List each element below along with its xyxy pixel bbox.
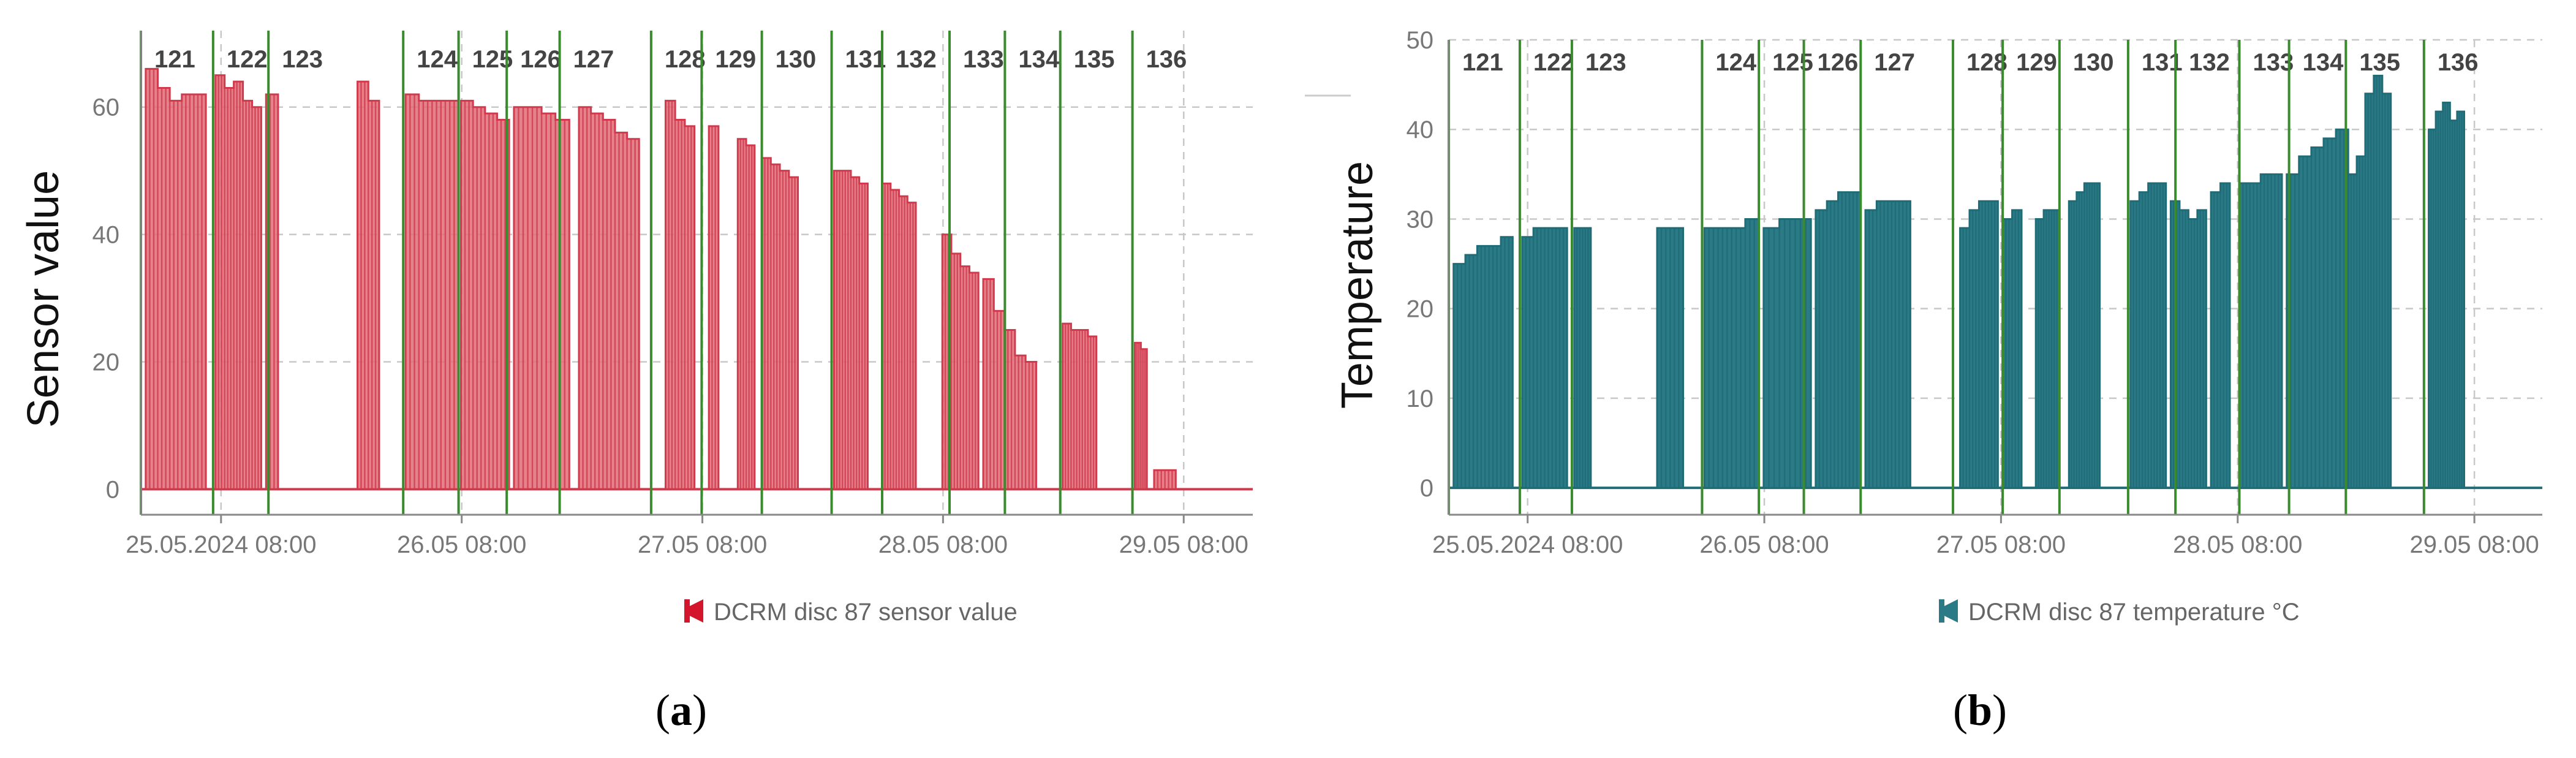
chart-b-series-pulse <box>2034 209 2061 489</box>
chart-b-y-tick-label: 10 <box>1407 385 1434 412</box>
chart-b-event-label: 122 <box>1533 49 1574 76</box>
chart-a-event-label: 133 <box>963 46 1004 73</box>
chart-b-x-tick-label: 28.05 08:00 <box>2173 531 2302 558</box>
chart-a-event-label: 129 <box>715 46 756 73</box>
chart-a-panel-label-open: ( <box>655 686 670 735</box>
chart-b-y-tick-label: 0 <box>1420 475 1433 502</box>
chart-a-series-pulse <box>578 106 640 490</box>
chart-b-y-axis-label: Temperature <box>1333 161 1382 409</box>
chart-a-legend-marker <box>684 599 703 623</box>
chart-b-series-pulse <box>1762 218 1812 489</box>
chart-b-series-pulse <box>2286 128 2349 489</box>
chart-a-event-label: 123 <box>282 46 323 73</box>
chart-a-event-label: 132 <box>896 46 937 73</box>
chart-b-panel-label-close: ) <box>1992 686 2007 735</box>
chart-b-y-tick-label: 20 <box>1407 296 1434 323</box>
chart-b-y-tick-label: 30 <box>1407 206 1434 233</box>
chart-a-y-tick-label: 20 <box>93 349 120 376</box>
chart-a-x-tick-label: 25.05.2024 08:00 <box>126 531 316 558</box>
chart-a-event-label: 130 <box>776 46 817 73</box>
chart-a-event-label: 126 <box>520 46 561 73</box>
chart-b-x-tick-label: 25.05.2024 08:00 <box>1432 531 1623 558</box>
chart-b-event-label: 127 <box>1874 49 1915 76</box>
chart-a-y-tick-label: 40 <box>93 222 120 249</box>
chart-a-event-label: 131 <box>845 46 886 73</box>
chart-a: 121 122 123 124 125 126 127 128 129 130 131 132 133 1… <box>19 31 1253 735</box>
chart-b-event-label: 133 <box>2253 49 2294 76</box>
chart-a-marks <box>141 67 1253 491</box>
chart-a-legend: DCRM disc 87 sensor value <box>684 599 1018 626</box>
chart-b-event-label: 135 <box>2359 49 2400 76</box>
chart-b: 121 122 123 124 125 126 127 128 129 130 131 132 133 1… <box>1305 27 2542 735</box>
chart-a-vlines: 121 122 123 124 125 126 127 128 129 130 131 132 133 1… <box>140 31 1187 515</box>
chart-b-axes: 0 10 20 30 40 50 25.05.2024 08:00 26.05 08:00 27… <box>1407 27 2542 558</box>
chart-b-event-label: 121 <box>1462 49 1503 76</box>
chart-a-panel-label: (a) <box>655 686 707 735</box>
chart-b-x-tick-label: 29.05 08:00 <box>2409 531 2539 558</box>
chart-a-series-pulse <box>664 99 696 490</box>
chart-b-event-label: 126 <box>1818 49 1859 76</box>
chart-b-x-tick-label: 27.05 08:00 <box>1936 531 2066 558</box>
chart-a-x-tick-label: 26.05 08:00 <box>397 531 526 558</box>
chart-b-panel-label-open: ( <box>1953 686 1968 735</box>
chart-b-vlines: 121 122 123 124 125 126 127 128 129 130 131 132 133 1… <box>1448 40 2479 515</box>
chart-b-series-pulse <box>1452 236 1514 489</box>
chart-a-series-pulse <box>708 125 720 490</box>
chart-a-x-tick-label: 29.05 08:00 <box>1119 531 1248 558</box>
chart-a-y-axis-label: Sensor value <box>19 170 68 428</box>
chart-b-event-label: 123 <box>1585 49 1626 76</box>
chart-b-event-label: 125 <box>1772 49 1813 76</box>
chart-a-panel-label-letter: a <box>670 686 692 735</box>
chart-a-legend-label: DCRM disc 87 sensor value <box>714 599 1018 626</box>
chart-b-y-tick-label: 40 <box>1407 116 1434 143</box>
chart-a-event-label: 127 <box>573 46 614 73</box>
chart-a-event-label: 135 <box>1074 46 1115 73</box>
chart-a-y-tick-label: 60 <box>93 94 120 121</box>
chart-a-y-tick-label: 0 <box>106 476 119 503</box>
chart-b-event-label: 136 <box>2438 49 2479 76</box>
chart-a-axes: 0 20 40 60 25.05.2024 08:00 26.05 08:00 27.05 … <box>93 31 1253 558</box>
chart-a-series-pulse <box>145 67 207 490</box>
chart-a-event-label: 136 <box>1146 46 1187 73</box>
chart-b-panel-label-letter: b <box>1968 686 1992 735</box>
chart-b-legend-label: DCRM disc 87 temperature °C <box>1968 599 2300 626</box>
chart-b-panel-label: (b) <box>1953 686 2007 735</box>
chart-b-y-tick-label: 50 <box>1407 27 1434 54</box>
chart-b-event-label: 124 <box>1715 49 1756 76</box>
chart-a-series-pulse <box>982 278 1037 490</box>
chart-b-event-label: 128 <box>1966 49 2008 76</box>
chart-a-event-label: 128 <box>665 46 706 73</box>
chart-a-event-label: 124 <box>417 46 458 73</box>
chart-a-panel-label-close: ) <box>692 686 707 735</box>
chart-b-event-label: 130 <box>2073 49 2114 76</box>
chart-b-legend-marker <box>1939 599 1958 623</box>
chart-b-x-tick-label: 26.05 08:00 <box>1699 531 1829 558</box>
chart-b-legend: DCRM disc 87 temperature °C <box>1939 599 2300 626</box>
chart-b-event-label: 134 <box>2303 49 2344 76</box>
chart-b-event-label: 132 <box>2189 49 2230 76</box>
chart-b-event-label: 129 <box>2016 49 2057 76</box>
chart-a-event-label: 122 <box>227 46 268 73</box>
chart-a-event-label: 134 <box>1018 46 1059 73</box>
chart-a-x-tick-label: 27.05 08:00 <box>638 531 767 558</box>
chart-a-event-label: 121 <box>154 46 195 73</box>
chart-b-marks <box>1449 74 2542 490</box>
chart-a-x-tick-label: 28.05 08:00 <box>878 531 1008 558</box>
